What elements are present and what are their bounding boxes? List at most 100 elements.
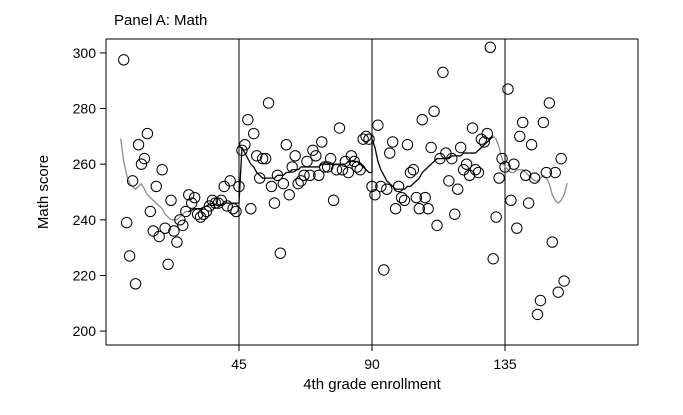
data-point [549, 166, 561, 179]
data-point [295, 175, 307, 187]
data-point [558, 275, 570, 287]
data-point [416, 113, 428, 126]
data-point [519, 169, 532, 182]
data-point [186, 197, 198, 209]
data-point [197, 208, 210, 220]
data-point [431, 219, 443, 232]
data-point [469, 164, 482, 176]
data-point [188, 191, 201, 204]
data-point [481, 127, 493, 140]
data-point [304, 169, 316, 182]
data-point [502, 83, 514, 95]
data-point [333, 122, 346, 134]
data-point [484, 41, 496, 54]
data-point [298, 169, 310, 182]
data-point [286, 161, 298, 173]
data-point [490, 211, 502, 223]
data-point [191, 208, 204, 220]
data-point [256, 152, 269, 165]
data-point [375, 180, 387, 193]
data-point [218, 180, 230, 193]
data-point [135, 158, 148, 170]
data-point [357, 133, 369, 145]
x-tick-label-90: 90 [364, 356, 380, 372]
data-point [454, 141, 467, 154]
data-point [478, 136, 491, 148]
data-point [156, 164, 168, 176]
data-point [277, 177, 290, 190]
data-point [171, 236, 183, 248]
data-point [221, 200, 233, 212]
data-point [274, 247, 287, 259]
data-point [410, 191, 423, 204]
data-point [395, 191, 408, 204]
data-point [177, 219, 189, 232]
data-point [144, 205, 157, 218]
data-point [472, 166, 485, 179]
data-point [283, 189, 295, 201]
data-point [440, 147, 452, 159]
data-point [301, 155, 313, 168]
data-point [268, 197, 281, 209]
data-point [236, 144, 248, 156]
data-point [537, 116, 550, 129]
data-point [525, 139, 538, 151]
data-point [386, 136, 399, 148]
data-point [120, 216, 133, 229]
data-point [327, 194, 340, 207]
data-point [251, 150, 263, 162]
data-point [466, 122, 479, 134]
data-point [401, 139, 414, 151]
data-point [242, 113, 254, 126]
data-point [437, 66, 449, 79]
data-point [253, 172, 266, 184]
data-point [271, 169, 284, 182]
data-point [310, 150, 322, 162]
data-point [505, 194, 517, 207]
data-point [475, 133, 488, 145]
chart-title: Panel A: Math [114, 12, 207, 29]
data-point [449, 208, 461, 220]
data-point [212, 197, 225, 209]
data-point [499, 161, 511, 173]
data-point [398, 194, 411, 207]
data-point [555, 152, 567, 165]
data-point [118, 54, 130, 66]
data-point [428, 105, 440, 118]
data-point [363, 133, 375, 145]
data-point [496, 152, 508, 165]
data-point [153, 230, 165, 243]
data-point [200, 205, 213, 218]
data-point [227, 202, 239, 215]
y-tick-label-300: 300 [73, 45, 97, 61]
data-point [543, 97, 556, 109]
data-point [366, 180, 378, 193]
data-point [150, 180, 162, 193]
data-point [180, 205, 192, 218]
x-axis-label: 4th grade enrollment [303, 376, 441, 393]
x-tick-label-135: 135 [493, 356, 517, 372]
data-point [407, 164, 420, 176]
data-point [307, 144, 319, 156]
data-point [552, 286, 564, 298]
data-point [508, 158, 520, 170]
data-point [342, 166, 355, 179]
data-point [138, 152, 151, 165]
data-point [348, 155, 360, 168]
data-point [203, 200, 216, 212]
data-point [460, 158, 473, 170]
data-point [528, 172, 541, 184]
data-point [280, 139, 292, 151]
data-point [224, 175, 236, 187]
y-tick-label-200: 200 [73, 323, 97, 339]
data-point [209, 197, 222, 209]
data-point [132, 139, 145, 151]
data-point [522, 197, 535, 209]
data-point [330, 164, 343, 176]
data-point [534, 294, 547, 307]
data-point [404, 166, 417, 179]
data-point [126, 175, 139, 187]
data-point [206, 194, 219, 207]
data-point [159, 222, 171, 234]
